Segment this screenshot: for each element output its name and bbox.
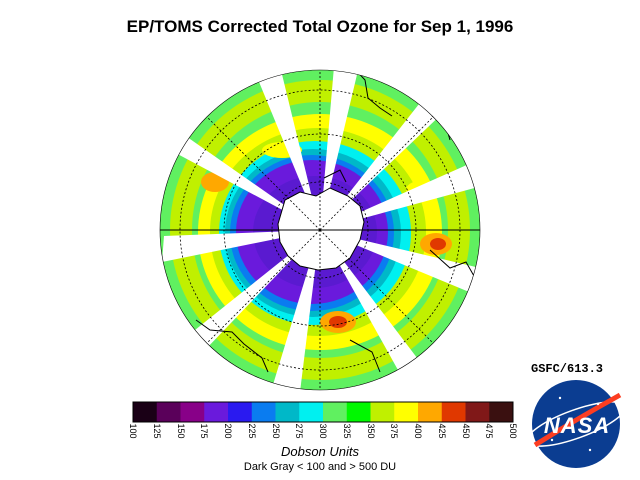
colorbar-label: Dobson Units	[280, 444, 360, 459]
colorbar-swatch	[251, 402, 276, 422]
colorbar	[132, 401, 514, 423]
colorbar-swatch	[370, 402, 395, 422]
colorbar-swatch	[228, 402, 253, 422]
colorbar-swatch	[133, 402, 158, 422]
colorbar-swatch	[346, 402, 371, 422]
colorbar-swatch	[441, 402, 466, 422]
colorbar-border	[132, 401, 514, 423]
colorbar-swatch	[394, 402, 419, 422]
colorbar-swatch	[180, 402, 205, 422]
colorbar-swatch	[465, 402, 490, 422]
colorbar-swatch	[323, 402, 348, 422]
colorbar-swatch	[275, 402, 300, 422]
colorbar-swatch	[204, 402, 229, 422]
credit-label: GSFC/613.3	[531, 362, 604, 376]
chart-title: EP/TOMS Corrected Total Ozone for Sep 1,…	[126, 17, 514, 36]
colorbar-swatch	[489, 402, 514, 422]
colorbar-swatch	[299, 402, 324, 422]
colorbar-note: Dark Gray < 100 and > 500 DU	[243, 461, 397, 473]
colorbar-swatch	[156, 402, 181, 422]
colorbar-swatch	[418, 402, 443, 422]
nasa-logo-text: NASA	[543, 413, 611, 438]
